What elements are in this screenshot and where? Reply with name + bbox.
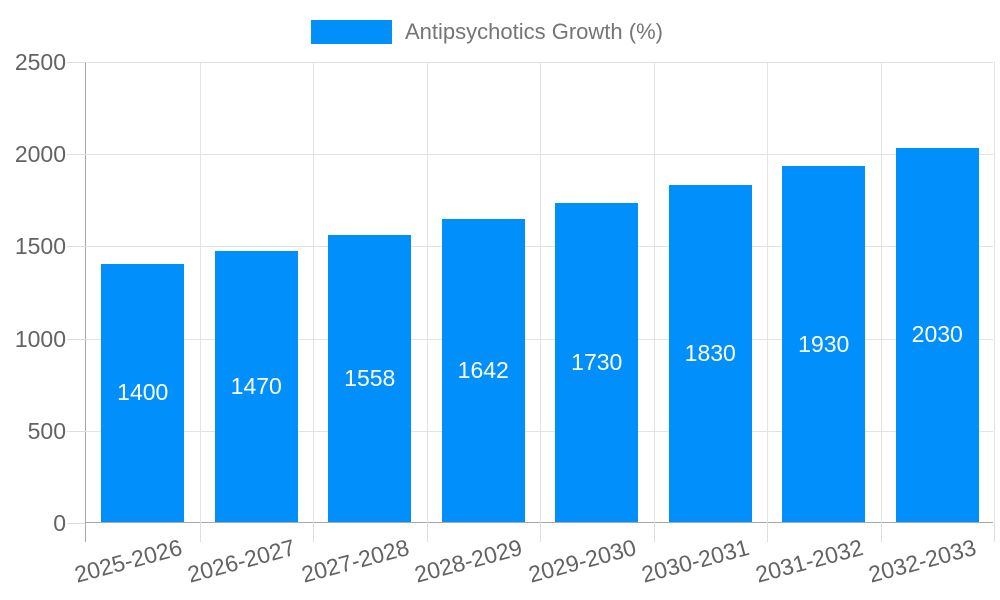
v-gridline [540,62,541,522]
bar[interactable]: 1730 [555,203,639,522]
v-gridline [426,62,428,522]
x-tick [767,522,768,542]
x-tick-label: 2030-2031 [638,534,752,588]
h-gridline [86,62,993,63]
y-axis-tick-extension [85,523,86,542]
bar[interactable]: 1830 [668,184,752,522]
v-gridline [653,62,655,522]
bar[interactable]: 1400 [101,263,185,522]
v-gridline [313,62,314,522]
y-tick [67,338,86,340]
y-axis-labels: 0 500 1000 1500 2000 2500 [0,49,66,536]
x-tick-label: 2026-2027 [184,534,298,588]
x-tick-label: 2031-2032 [752,534,866,588]
h-gridline [86,338,993,340]
bar-value-label: 1558 [344,364,396,391]
x-tick [426,522,428,542]
y-tick-label: 2500 [14,49,66,75]
v-gridline [767,62,768,522]
v-gridline [994,62,995,522]
bar-value-label: 1830 [684,339,736,366]
y-tick-label: 2000 [14,141,66,168]
bar[interactable]: 2030 [895,147,979,522]
bar-value-label: 1930 [798,330,850,357]
y-tick-label: 500 [27,417,66,444]
y-tick [67,246,86,248]
x-tick [540,522,541,542]
bar-value-label: 1642 [457,357,509,384]
x-tick-label: 2029-2030 [525,534,639,588]
y-tick [67,154,86,156]
bar[interactable]: 1470 [214,250,298,522]
x-tick-label: 2027-2028 [298,534,412,588]
h-gridline [86,154,993,156]
y-tick [67,430,86,432]
bar-value-label: 1730 [571,349,623,375]
y-tick-label: 0 [53,510,66,536]
x-tick-label: 2028-2029 [411,534,525,588]
x-tick [313,522,314,542]
x-tick [653,522,655,542]
bar-value-label: 1470 [230,372,282,399]
x-tick [199,522,201,542]
bar-value-label: 2030 [911,321,963,348]
y-tick-label: 1000 [14,325,66,352]
h-gridline [86,246,993,248]
x-tick-label: 2032-2033 [865,534,979,588]
v-gridline [199,62,201,522]
x-tick-label: 2025-2026 [71,534,185,588]
y-tick [67,523,86,524]
x-tick [880,522,882,542]
h-gridline [86,430,993,432]
bar-value-label: 1400 [117,379,169,406]
y-tick-label: 1500 [14,233,66,260]
legend-swatch-icon [311,20,392,44]
x-axis-labels: 2025-2026 2026-2027 2027-2028 2028-2029 2029… [71,524,993,600]
plot-area: 1400 1470 1558 1642 1730 1830 1930 2030 [67,62,995,542]
y-tick [67,62,86,63]
legend-label: Antipsychotics Growth (%) [405,19,663,44]
bar[interactable]: 1558 [328,234,412,522]
legend[interactable]: Antipsychotics Growth (%) [311,19,663,45]
v-gridline [880,62,882,522]
bar[interactable]: 1930 [782,166,866,522]
bar[interactable]: 1642 [441,219,525,522]
x-tick [994,522,995,542]
